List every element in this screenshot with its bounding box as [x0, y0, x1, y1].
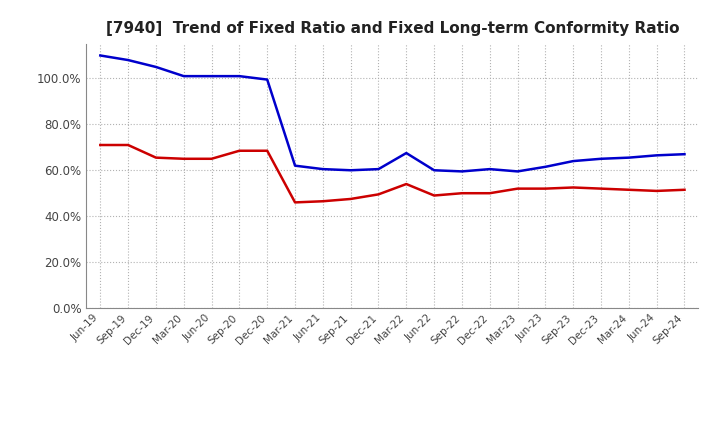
Fixed Ratio — [96, 53, 104, 58]
Fixed Long-term Conformity Ratio — [179, 156, 188, 161]
Fixed Long-term Conformity Ratio — [207, 156, 216, 161]
Fixed Long-term Conformity Ratio — [235, 148, 243, 154]
Fixed Long-term Conformity Ratio — [569, 185, 577, 190]
Fixed Long-term Conformity Ratio — [513, 186, 522, 191]
Fixed Ratio — [652, 153, 661, 158]
Fixed Long-term Conformity Ratio — [597, 186, 606, 191]
Fixed Ratio — [624, 155, 633, 160]
Line: Fixed Long-term Conformity Ratio: Fixed Long-term Conformity Ratio — [100, 145, 685, 202]
Fixed Long-term Conformity Ratio — [346, 196, 355, 202]
Fixed Ratio — [291, 163, 300, 169]
Fixed Ratio — [263, 77, 271, 82]
Fixed Ratio — [235, 73, 243, 79]
Fixed Long-term Conformity Ratio — [458, 191, 467, 196]
Fixed Ratio — [179, 73, 188, 79]
Fixed Ratio — [152, 64, 161, 70]
Fixed Long-term Conformity Ratio — [124, 143, 132, 148]
Fixed Ratio — [430, 168, 438, 173]
Fixed Ratio — [597, 156, 606, 161]
Title: [7940]  Trend of Fixed Ratio and Fixed Long-term Conformity Ratio: [7940] Trend of Fixed Ratio and Fixed Lo… — [106, 21, 679, 36]
Fixed Ratio — [374, 166, 383, 172]
Fixed Long-term Conformity Ratio — [263, 148, 271, 154]
Fixed Ratio — [318, 166, 327, 172]
Fixed Ratio — [680, 151, 689, 157]
Fixed Long-term Conformity Ratio — [624, 187, 633, 192]
Fixed Ratio — [458, 169, 467, 174]
Fixed Ratio — [346, 168, 355, 173]
Fixed Long-term Conformity Ratio — [152, 155, 161, 160]
Fixed Long-term Conformity Ratio — [430, 193, 438, 198]
Fixed Long-term Conformity Ratio — [541, 186, 550, 191]
Fixed Ratio — [513, 169, 522, 174]
Fixed Ratio — [485, 166, 494, 172]
Fixed Ratio — [402, 150, 410, 156]
Fixed Ratio — [124, 58, 132, 63]
Fixed Long-term Conformity Ratio — [318, 198, 327, 204]
Fixed Long-term Conformity Ratio — [374, 192, 383, 197]
Fixed Long-term Conformity Ratio — [402, 181, 410, 187]
Fixed Long-term Conformity Ratio — [291, 200, 300, 205]
Fixed Ratio — [207, 73, 216, 79]
Fixed Long-term Conformity Ratio — [680, 187, 689, 192]
Fixed Long-term Conformity Ratio — [485, 191, 494, 196]
Fixed Ratio — [541, 164, 550, 169]
Fixed Long-term Conformity Ratio — [652, 188, 661, 194]
Fixed Ratio — [569, 158, 577, 164]
Line: Fixed Ratio: Fixed Ratio — [100, 55, 685, 172]
Fixed Long-term Conformity Ratio — [96, 143, 104, 148]
